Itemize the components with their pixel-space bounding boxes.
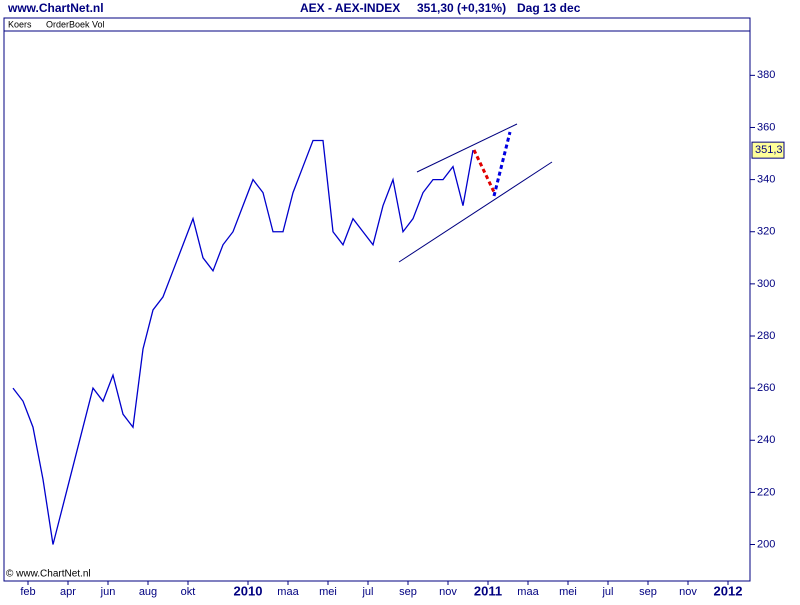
copyright: © www.ChartNet.nl [6, 569, 91, 580]
price-label: 351,3 [755, 144, 783, 156]
price-marker [751, 141, 785, 159]
x-tick-label: 2012 [714, 583, 743, 598]
x-tick-label: okt [181, 586, 196, 598]
y-tick-label: 260 [757, 382, 775, 394]
trend-line [398, 161, 553, 263]
price-line [12, 139, 474, 545]
x-tick-label: jul [601, 586, 613, 598]
x-tick-label: apr [60, 586, 76, 598]
x-tick-label: mei [559, 586, 577, 598]
x-tick-label: mei [319, 586, 337, 598]
y-tick-label: 380 [757, 69, 775, 81]
period: Dag 13 dec [517, 1, 581, 15]
y-tick-label: 200 [757, 538, 775, 550]
x-tick-label: feb [20, 586, 35, 598]
trend-line [416, 123, 518, 173]
projection [492, 131, 512, 197]
tab[interactable]: OrderBoek Vol [46, 19, 105, 29]
tab[interactable]: Koers [8, 19, 32, 29]
y-tick-label: 280 [757, 330, 775, 342]
plot-frame [3, 17, 751, 582]
y-tick-label: 360 [757, 121, 775, 133]
projection [472, 149, 496, 193]
x-tick-label: nov [439, 586, 457, 598]
quote: 351,30 (+0,31%) [417, 1, 506, 15]
y-tick-label: 320 [757, 226, 775, 238]
x-tick-label: 2011 [474, 583, 502, 598]
y-tick-label: 220 [757, 486, 775, 498]
x-tick-label: maa [277, 586, 299, 598]
y-tick-label: 340 [757, 174, 775, 186]
x-tick-label: maa [517, 586, 539, 598]
instrument: AEX - AEX-INDEX [300, 1, 400, 15]
site-name: www.ChartNet.nl [7, 1, 104, 15]
x-tick-label: aug [139, 586, 157, 598]
x-tick-label: jun [100, 586, 116, 598]
x-tick-label: 2010 [234, 583, 263, 598]
x-tick-label: sep [639, 586, 657, 598]
x-tick-label: sep [399, 586, 417, 598]
x-tick-label: nov [679, 586, 697, 598]
y-tick-label: 240 [757, 434, 775, 446]
x-tick-label: jul [361, 586, 373, 598]
y-tick-label: 300 [757, 278, 775, 290]
